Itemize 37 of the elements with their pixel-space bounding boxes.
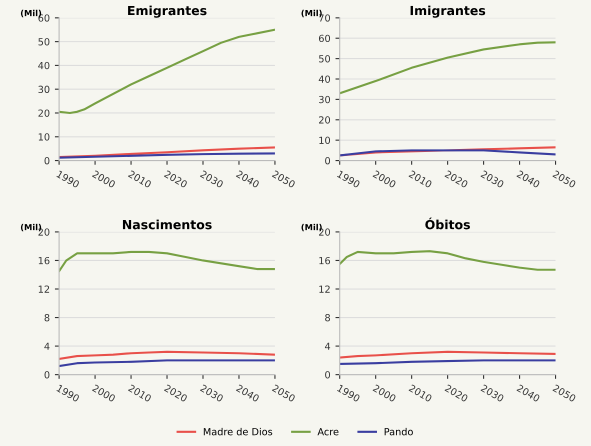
y-tick-label: 20 xyxy=(38,109,50,117)
y-tick-label: 30 xyxy=(319,96,330,104)
y-tick-label: 16 xyxy=(38,256,50,264)
line-series xyxy=(340,41,556,94)
y-tick-label: 0 xyxy=(44,371,50,378)
chart-title: Nascimentos xyxy=(122,220,212,230)
y-tick-label: 8 xyxy=(44,314,50,322)
y-tick-label: 0 xyxy=(44,157,50,164)
line-series xyxy=(340,146,556,157)
y-tick-label: 0 xyxy=(325,157,330,164)
y-tick-label: 50 xyxy=(319,55,330,62)
line-series xyxy=(59,250,275,272)
y-tick-label: 60 xyxy=(318,34,330,42)
line-series xyxy=(59,146,275,158)
legend-label: Madre de Dios xyxy=(204,428,272,436)
line-series xyxy=(340,250,556,271)
legend-label: Acre xyxy=(317,428,338,436)
chart-title: Emigrantes xyxy=(128,6,207,18)
line-series xyxy=(59,350,275,360)
y-tick-label: 0 xyxy=(325,371,330,378)
y-tick-label: 16 xyxy=(319,256,330,264)
line-series xyxy=(59,28,275,114)
y-tick-label: 4 xyxy=(44,342,50,350)
y-tick-label: 40 xyxy=(38,62,50,70)
y-tick-label: 40 xyxy=(318,75,330,83)
y-tick-label: 4 xyxy=(324,342,330,350)
y-tick-label: 20 xyxy=(319,116,330,124)
y-tick-label: 12 xyxy=(319,285,330,293)
y-tick-label: 8 xyxy=(325,314,330,322)
chart-title: Óbitos xyxy=(425,218,470,230)
y-tick-label: 50 xyxy=(38,38,50,46)
chart-title: Imigrantes xyxy=(410,6,486,18)
y-tick-label: 30 xyxy=(38,86,50,94)
y-tick-label: 10 xyxy=(319,136,330,144)
y-tick-label: 12 xyxy=(38,285,50,293)
y-tick-label: 10 xyxy=(38,133,50,141)
legend-label: Pando xyxy=(384,428,413,436)
